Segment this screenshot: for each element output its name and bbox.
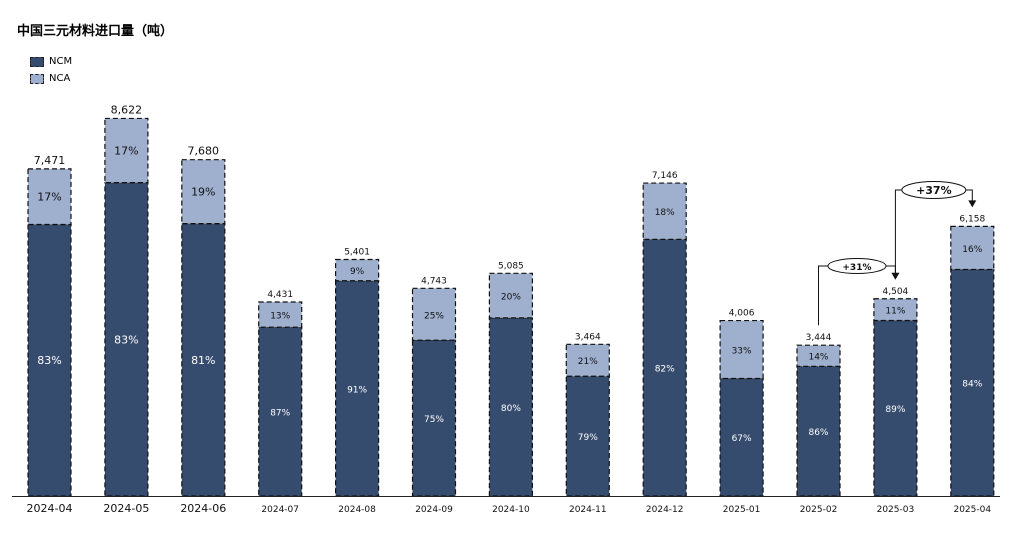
bar-nca — [335, 258, 380, 282]
x-tick-label: 2025-04 — [953, 505, 991, 515]
bar-nca — [796, 344, 841, 367]
data-label-ncm: 82% — [655, 365, 675, 375]
data-label-ncm: 84% — [962, 380, 982, 390]
bar-ncm — [873, 319, 918, 497]
legend-swatch-ncm — [30, 56, 44, 67]
bar-ncm — [950, 268, 995, 497]
x-tick-label: 2025-01 — [723, 505, 761, 515]
x-tick-label: 2024-10 — [492, 505, 530, 515]
x-tick-label: 2025-03 — [877, 505, 915, 515]
growth-bubble — [901, 181, 967, 199]
data-label-nca: 13% — [270, 312, 290, 322]
data-label-nca: 21% — [578, 357, 598, 367]
bar-ncm — [27, 223, 72, 497]
data-label-nca: 11% — [885, 307, 905, 317]
bar-nca — [565, 343, 610, 377]
bar-nca — [488, 272, 533, 319]
bar-nca — [27, 168, 72, 226]
data-label-nca: 17% — [37, 191, 61, 204]
bar-ncm — [565, 375, 610, 497]
data-label-ncm: 89% — [885, 405, 905, 415]
x-tick-label: 2024-11 — [569, 505, 607, 515]
bar-ncm — [488, 317, 533, 497]
data-label-ncm: 67% — [732, 434, 752, 444]
total-label: 6,158 — [959, 214, 985, 224]
x-tick-label: 2024-04 — [27, 502, 73, 515]
bar-nca — [950, 225, 995, 271]
data-label-nca: 14% — [808, 353, 828, 363]
data-label-ncm: 80% — [501, 404, 521, 414]
bar-nca — [258, 301, 303, 328]
data-label-ncm: 83% — [37, 354, 61, 367]
bar-nca — [104, 117, 149, 184]
data-label-nca: 19% — [191, 186, 215, 199]
data-label-nca: 20% — [501, 293, 521, 303]
legend-label-nca: NCA — [49, 73, 71, 84]
total-label: 4,006 — [729, 309, 755, 319]
bar-nca — [719, 319, 764, 380]
growth-bubble — [827, 258, 887, 274]
bar-nca — [642, 182, 687, 241]
total-label: 7,680 — [188, 145, 220, 158]
data-label-ncm: 87% — [270, 409, 290, 419]
data-label-nca: 9% — [350, 267, 365, 277]
total-label: 3,444 — [806, 333, 832, 343]
chart-title: 中国三元材料进口量（吨） — [17, 24, 174, 39]
data-label-nca: 18% — [655, 208, 675, 218]
bar-nca — [873, 298, 918, 322]
data-label-ncm: 79% — [578, 433, 598, 443]
data-label-ncm: 91% — [347, 385, 367, 395]
data-label-nca: 33% — [732, 347, 752, 357]
data-label-ncm: 75% — [424, 415, 444, 425]
x-tick-label: 2024-09 — [415, 505, 453, 515]
bar-ncm — [411, 339, 457, 497]
data-label-ncm: 86% — [808, 428, 828, 438]
bar-ncm — [258, 326, 303, 497]
legend-label-ncm: NCM — [49, 56, 73, 67]
data-label-ncm: 83% — [114, 333, 138, 346]
data-label-nca: 17% — [114, 145, 138, 158]
growth-label: +31% — [842, 263, 871, 273]
total-label: 7,146 — [652, 171, 678, 181]
bar-ncm — [181, 222, 226, 497]
bar-ncm — [796, 365, 841, 497]
total-label: 4,504 — [883, 287, 909, 297]
growth-label: +37% — [916, 184, 952, 197]
x-tick-label: 2024-06 — [180, 502, 226, 515]
bar-ncm — [719, 377, 764, 497]
x-tick-label: 2025-02 — [800, 505, 838, 515]
x-tick-label: 2024-07 — [261, 505, 299, 515]
total-label: 8,622 — [111, 103, 143, 116]
x-tick-label: 2024-08 — [338, 505, 376, 515]
data-label-ncm: 81% — [191, 354, 215, 367]
legend-swatch-nca — [30, 73, 44, 84]
legend-item-nca: NCA — [30, 70, 72, 87]
data-label-nca: 16% — [962, 245, 982, 255]
x-tick-label: 2024-05 — [103, 502, 149, 515]
bar-nca — [411, 287, 457, 341]
total-label: 3,464 — [575, 332, 601, 342]
legend-item-ncm: NCM — [30, 53, 72, 70]
bar-nca — [181, 159, 226, 225]
total-label: 4,431 — [267, 290, 293, 300]
bar-ncm — [335, 280, 380, 497]
total-label: 5,085 — [498, 261, 524, 271]
bar-ncm — [642, 238, 687, 497]
legend: NCM NCA — [30, 53, 72, 87]
total-label: 5,401 — [344, 247, 370, 257]
total-label: 4,743 — [421, 276, 447, 286]
growth-arrowhead — [968, 200, 977, 208]
data-label-nca: 25% — [424, 311, 444, 321]
total-label: 7,471 — [34, 154, 66, 167]
x-tick-label: 2024-12 — [646, 505, 684, 515]
